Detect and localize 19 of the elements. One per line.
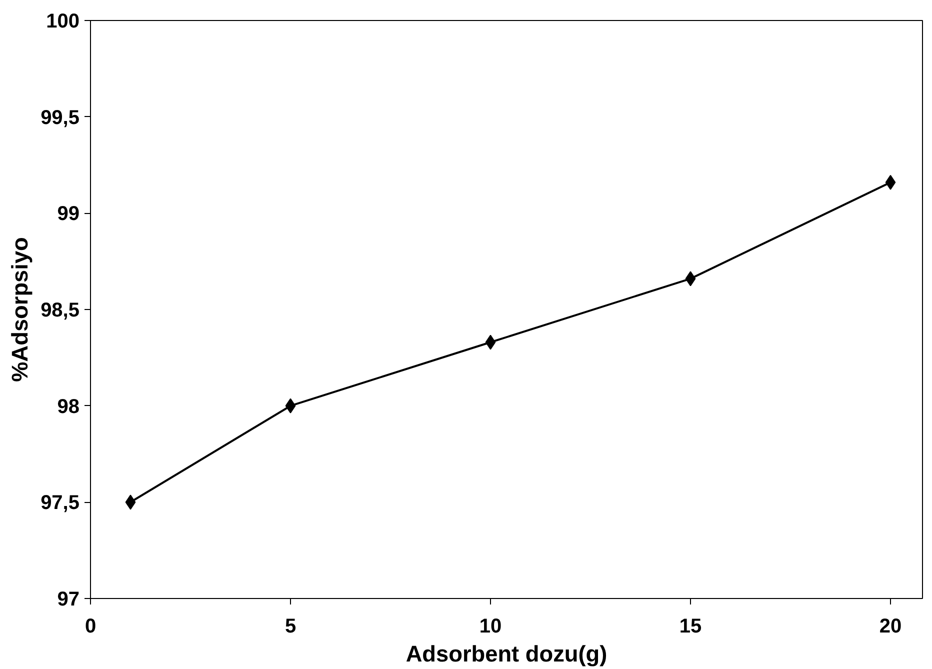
x-tick-label: 5 [284, 616, 296, 638]
x-tick-label: 0 [84, 616, 96, 638]
y-tick-label: 99 [57, 203, 80, 226]
x-axis-title: Adsorbent dozu(g) [406, 640, 608, 666]
point [885, 174, 896, 190]
y-tick-label: 97 [57, 588, 80, 610]
x-tick-label: 10 [479, 616, 502, 638]
point [485, 334, 496, 350]
y-tick-label: 98 [57, 396, 80, 418]
y-tick-label: 100 [46, 10, 80, 32]
y-axis-title: %Adsorpsiyo [6, 237, 33, 382]
y-tick-label: 98,5 [40, 300, 80, 322]
y-tick-label: 97,5 [40, 492, 80, 514]
point [285, 398, 296, 414]
x-tick-label: 15 [679, 616, 702, 638]
y-tick-label: 99,5 [40, 106, 80, 129]
point [685, 271, 696, 286]
point [125, 494, 136, 510]
x-tick-label: 20 [879, 616, 902, 638]
